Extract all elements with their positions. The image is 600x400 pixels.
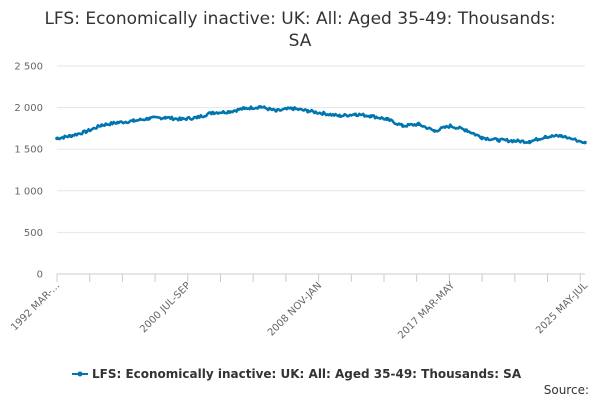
- series-layer: [55, 104, 587, 145]
- x-tick-label: 2000 JUL-SEP: [138, 280, 193, 335]
- data-point: [511, 139, 516, 143]
- data-point: [210, 110, 215, 115]
- data-point: [84, 129, 88, 134]
- series-line: [56, 105, 586, 145]
- data-point: [258, 104, 263, 109]
- data-point: [337, 114, 342, 118]
- legend[interactable]: LFS: Economically inactive: UK: All: Age…: [72, 367, 522, 381]
- data-point: [305, 109, 310, 113]
- data-point: [480, 135, 484, 140]
- x-tick-label: 2017 MAR-MAY: [396, 280, 457, 341]
- legend-dot-marker: [77, 371, 83, 377]
- data-point: [242, 106, 247, 111]
- gridlines: [57, 65, 585, 275]
- data-point: [464, 128, 468, 132]
- x-axis: 1992 MAR-... 2000 JUL-SEP 2008 NOV-JAN 2017…: [9, 274, 590, 341]
- y-tick-label: 1 500: [14, 145, 43, 156]
- y-tick-label: 2 500: [14, 62, 43, 73]
- data-point: [290, 106, 294, 111]
- data-point: [527, 139, 532, 144]
- data-point: [432, 129, 437, 133]
- legend-label: LFS: Economically inactive: UK: All: Age…: [92, 367, 522, 381]
- y-tick-label: 1 000: [14, 186, 43, 197]
- data-point: [100, 123, 104, 127]
- data-point: [583, 140, 587, 145]
- data-point: [55, 136, 59, 141]
- data-point: [68, 134, 72, 138]
- data-point: [496, 138, 500, 142]
- y-axis: 0 500 1 000 1 500 2 000 2 500: [14, 62, 43, 281]
- y-tick-label: 500: [24, 228, 43, 239]
- data-point: [274, 109, 278, 113]
- x-tick-label: 2025 MAY-JUL: [534, 280, 590, 336]
- data-point: [416, 122, 421, 127]
- x-tick-label: 1992 MAR-...: [9, 280, 62, 333]
- data-point: [195, 115, 199, 120]
- data-point: [448, 124, 453, 128]
- data-point: [147, 116, 152, 121]
- data-point: [115, 120, 120, 125]
- data-point: [226, 109, 231, 114]
- y-tick-label: 0: [37, 270, 43, 281]
- y-tick-label: 2 000: [14, 103, 43, 114]
- data-point: [179, 117, 183, 122]
- data-point: [401, 124, 405, 128]
- chart-title-line-2: SA: [289, 31, 312, 51]
- data-point: [559, 134, 564, 138]
- data-point: [543, 134, 548, 139]
- data-point: [163, 115, 167, 120]
- data-point: [353, 112, 358, 117]
- data-point: [385, 117, 389, 122]
- data-point: [321, 111, 326, 116]
- data-point: [369, 114, 373, 118]
- x-tick-label: 2008 NOV-JAN: [266, 280, 324, 338]
- chart-title-line-1: LFS: Economically inactive: UK: All: Age…: [44, 9, 555, 29]
- source-label: Source:: [544, 383, 589, 397]
- data-point: [131, 119, 136, 123]
